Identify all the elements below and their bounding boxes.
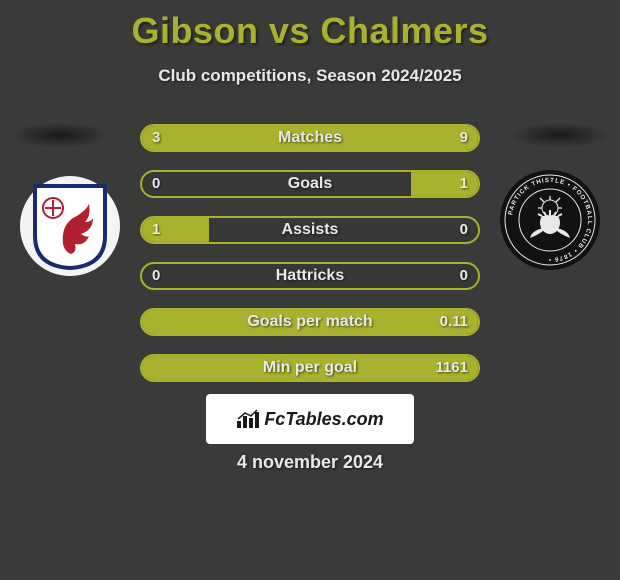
left-club-crest [20, 176, 120, 276]
stat-value-left: 1 [152, 218, 160, 242]
date-label: 4 november 2024 [0, 452, 620, 473]
stats-panel: Matches39Goals01Assists10Hattricks00Goal… [140, 124, 480, 400]
stat-value-left: 0 [152, 264, 160, 288]
bars-icon [236, 409, 260, 429]
stat-row: Goals per match0.11 [140, 308, 480, 336]
crest-circle: PARTICK THISTLE • FOOTBALL CLUB • 1876 • [500, 170, 600, 270]
subtitle: Club competitions, Season 2024/2025 [0, 66, 620, 86]
right-club-crest: PARTICK THISTLE • FOOTBALL CLUB • 1876 • [500, 170, 600, 270]
thistle-crest-icon: PARTICK THISTLE • FOOTBALL CLUB • 1876 • [502, 172, 598, 268]
stat-row: Matches3 9 [140, 124, 480, 152]
stat-value-left: 3 [152, 126, 160, 150]
page-title: Gibson vs Chalmers [0, 0, 620, 52]
stat-label: Goals [142, 172, 478, 196]
fctables-logo: FcTables.com [236, 409, 383, 430]
left-player-shadow [10, 122, 110, 148]
stat-value-right: 0 [460, 218, 468, 242]
stat-row: Assists1 0 [140, 216, 480, 244]
stat-label: Matches [142, 126, 478, 150]
stat-label: Hattricks [142, 264, 478, 288]
stat-row: Hattricks0 0 [140, 262, 480, 290]
stat-label: Min per goal [142, 356, 478, 380]
stat-label: Assists [142, 218, 478, 242]
stat-value-right: 9 [460, 126, 468, 150]
footer-brand-text: FcTables.com [264, 409, 383, 430]
footer-brand-box[interactable]: FcTables.com [206, 394, 414, 444]
stat-value-right: 1 [460, 172, 468, 196]
stat-value-right: 0 [460, 264, 468, 288]
stat-value-left: 0 [152, 172, 160, 196]
stat-row: Min per goal1161 [140, 354, 480, 382]
stat-label: Goals per match [142, 310, 478, 334]
stat-value-right: 1161 [435, 356, 468, 380]
stat-row: Goals0 1 [140, 170, 480, 198]
stat-value-right: 0.11 [440, 310, 468, 334]
right-player-shadow [510, 122, 610, 148]
shield-icon [31, 182, 109, 270]
crest-circle [20, 176, 120, 276]
